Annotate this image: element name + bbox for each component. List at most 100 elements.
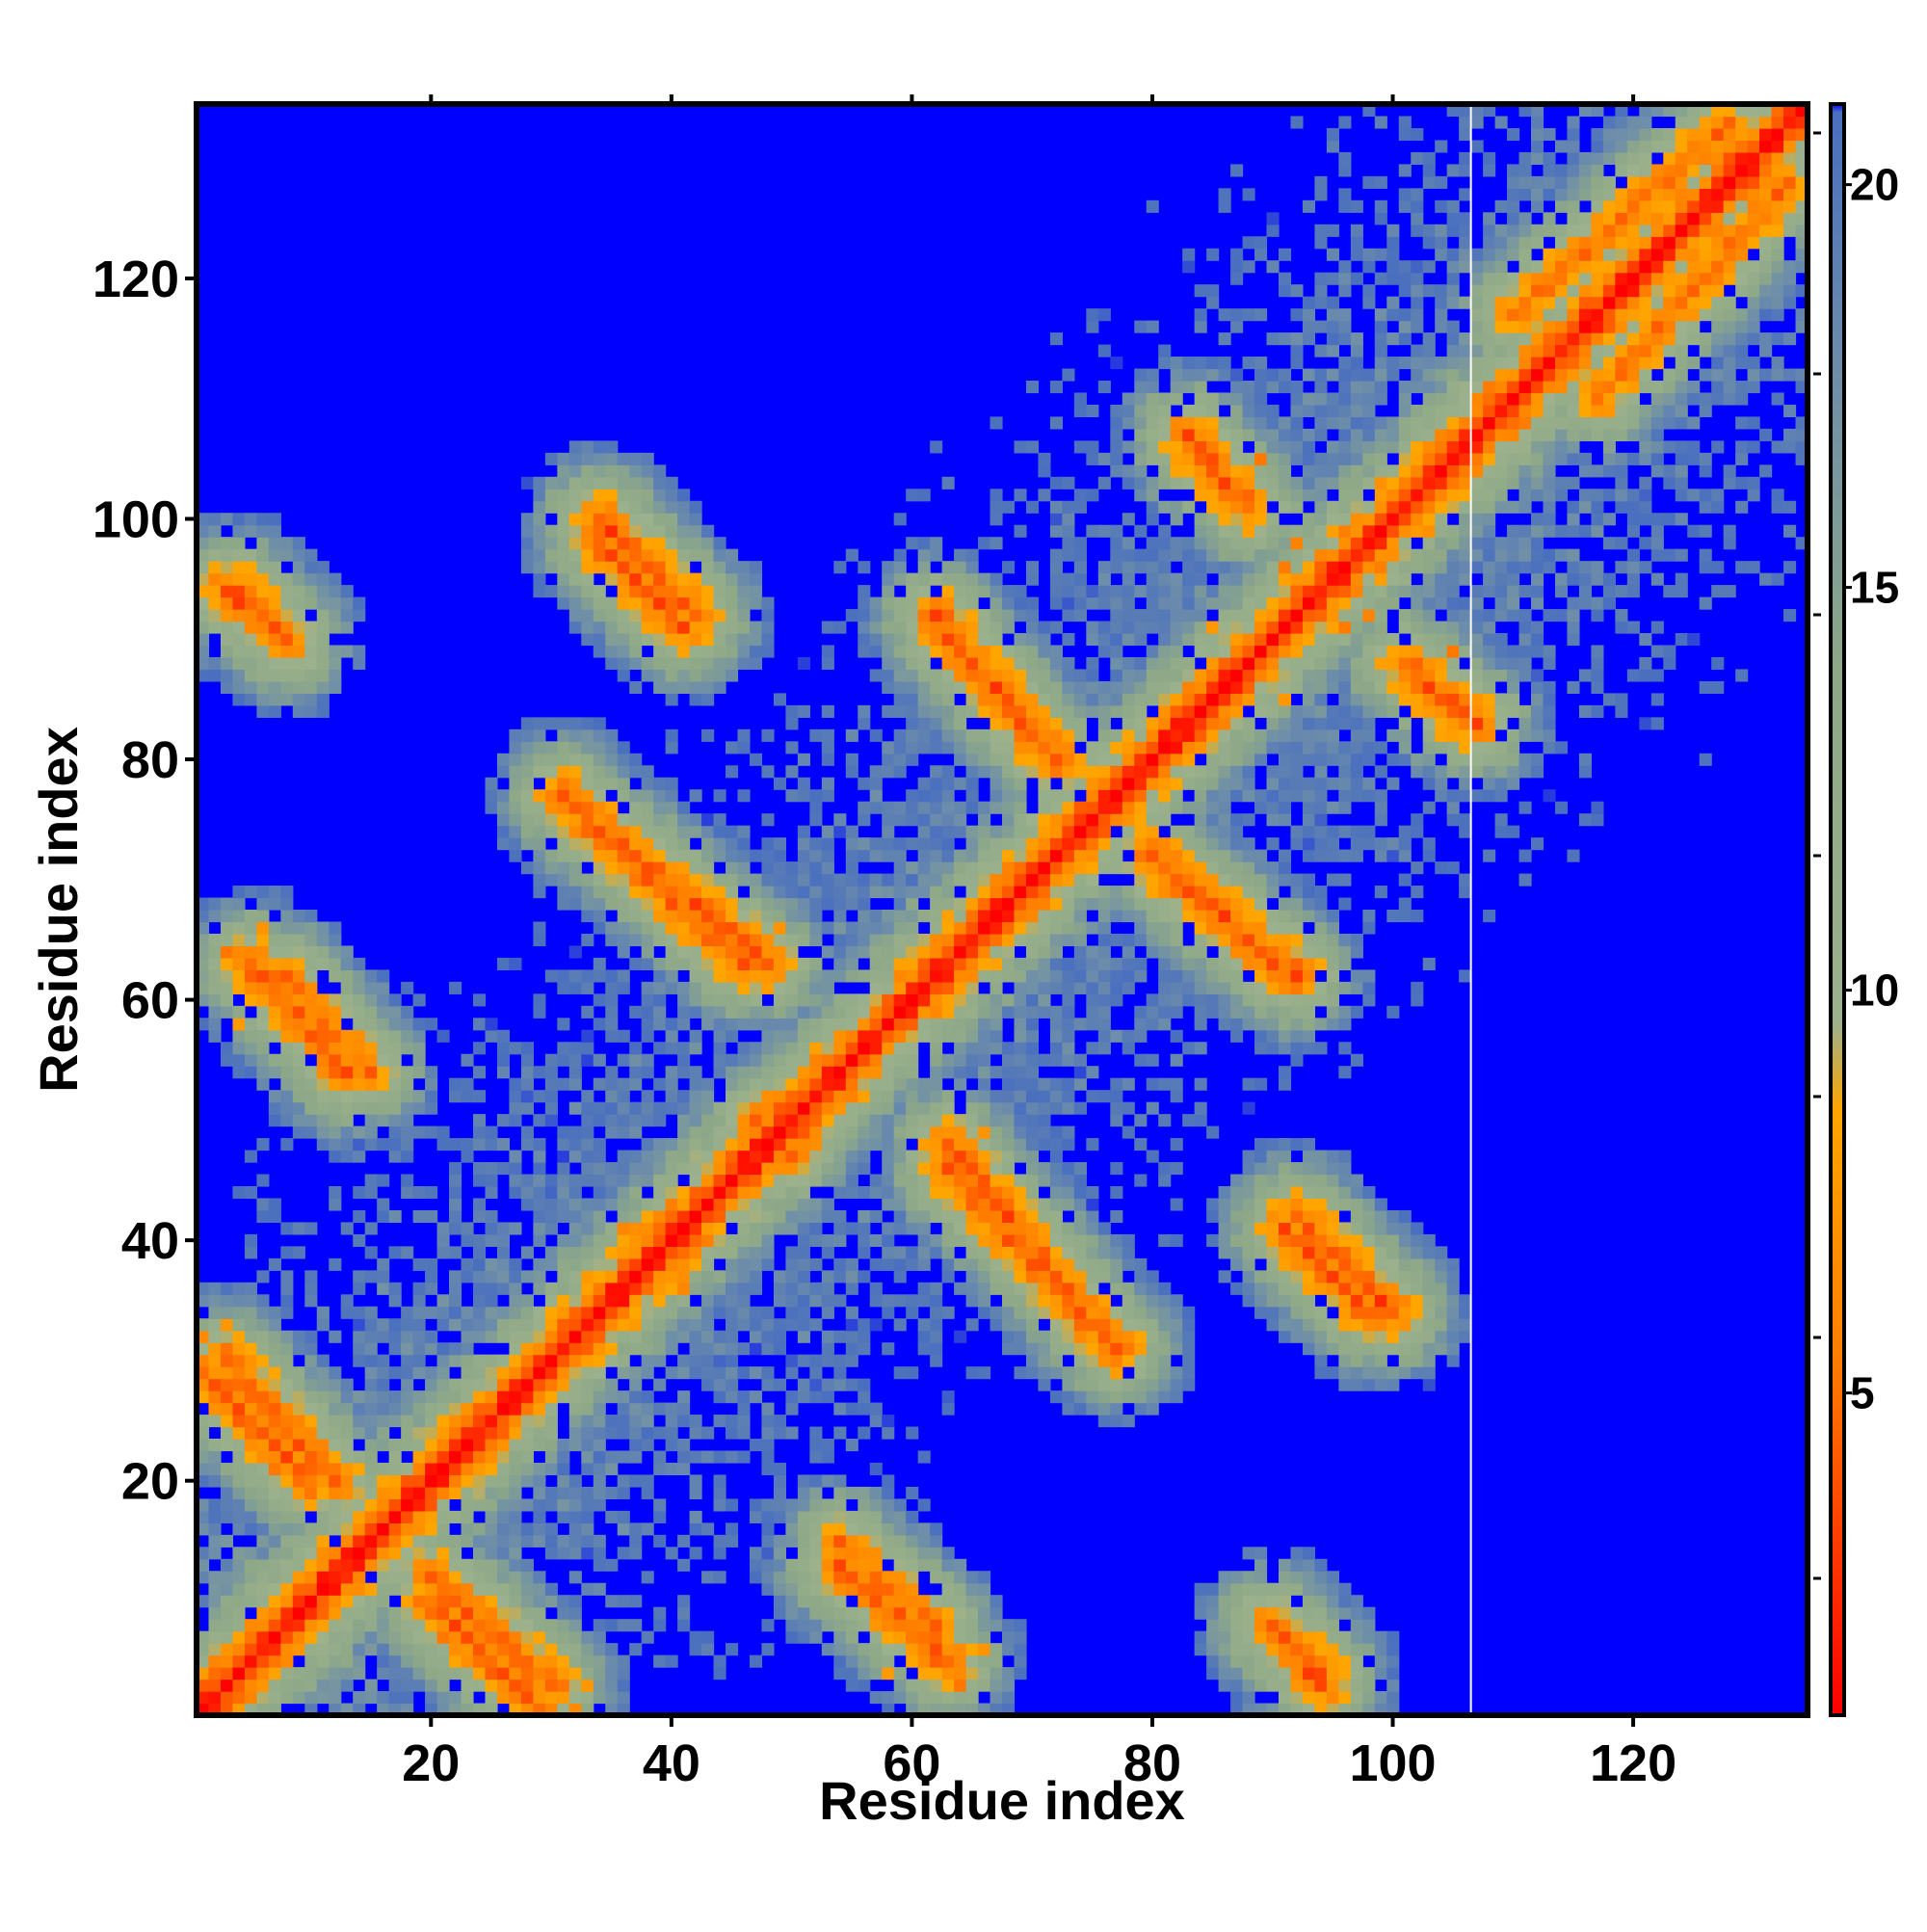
heatmap-cell [1362, 1366, 1376, 1380]
heatmap-cell [677, 993, 691, 1007]
heatmap-cell [256, 1042, 270, 1055]
heatmap-cell [761, 1462, 775, 1476]
heatmap-cell [593, 993, 606, 1007]
heatmap-cell [1411, 1222, 1424, 1235]
heatmap-cell [726, 585, 739, 598]
heatmap-cell [917, 1209, 931, 1224]
heatmap-cell [1278, 1150, 1292, 1163]
heatmap-cell [954, 1114, 967, 1127]
heatmap-cell [544, 801, 558, 814]
heatmap-cell [893, 1619, 907, 1632]
heatmap-cell [557, 1595, 570, 1608]
heatmap-cell [329, 656, 342, 671]
heatmap-cell [917, 910, 931, 923]
heatmap-cell [893, 1005, 907, 1019]
heatmap-cell [388, 1053, 402, 1067]
heatmap-cell [797, 921, 810, 935]
heatmap-cell [749, 1150, 763, 1163]
heatmap-cell [893, 1691, 907, 1705]
heatmap-cell [436, 1354, 450, 1367]
heatmap-cell [1170, 1198, 1183, 1211]
heatmap-cell [593, 1582, 606, 1596]
heatmap-cell [906, 669, 919, 682]
heatmap-cell [906, 1426, 919, 1440]
heatmap-cell [568, 1522, 582, 1536]
heatmap-cell [726, 1029, 739, 1043]
heatmap-cell [882, 1053, 895, 1067]
heatmap-cell [581, 1354, 594, 1367]
heatmap-cell [617, 1318, 630, 1332]
heatmap-cell [268, 572, 281, 586]
heatmap-cell [593, 910, 606, 923]
heatmap-cell [232, 1498, 246, 1512]
heatmap-cell [1435, 1342, 1448, 1356]
heatmap-cell [617, 1402, 630, 1416]
heatmap-cell [677, 981, 691, 994]
heatmap-cell [893, 513, 907, 526]
heatmap-cell [1158, 1282, 1172, 1295]
heatmap-cell [1362, 1198, 1376, 1211]
heatmap-cell [557, 1691, 570, 1705]
heatmap-cell [906, 633, 919, 647]
heatmap-cell [653, 921, 667, 935]
heatmap-cell [496, 753, 511, 766]
heatmap-cell [1446, 1257, 1460, 1271]
heatmap-cell [869, 910, 883, 923]
heatmap-cell [568, 849, 582, 862]
heatmap-cell [197, 921, 210, 935]
heatmap-cell [1122, 1342, 1135, 1356]
heatmap-cell [581, 1101, 594, 1115]
heatmap-cell [893, 910, 907, 923]
heatmap-cell [593, 1558, 606, 1572]
heatmap-cell [689, 1415, 702, 1428]
heatmap-cell [256, 1270, 270, 1284]
heatmap-cell [412, 1294, 426, 1308]
heatmap-cell [244, 1282, 257, 1295]
heatmap-cell [280, 1005, 294, 1019]
heatmap-cell [1134, 1257, 1148, 1271]
heatmap-cell [304, 1486, 318, 1500]
heatmap-cell [244, 1462, 257, 1476]
heatmap-cell [737, 1282, 751, 1295]
heatmap-cell [749, 873, 763, 887]
heatmap-cell [641, 1402, 654, 1416]
heatmap-cell [436, 1498, 450, 1512]
heatmap-cell [509, 1439, 522, 1452]
heatmap-cell [869, 969, 883, 983]
heatmap-cell [1025, 1282, 1040, 1295]
heatmap-cell [244, 1150, 257, 1163]
heatmap-cell [268, 1571, 281, 1584]
heatmap-cell [208, 1582, 222, 1596]
heatmap-cell [701, 1330, 715, 1343]
heatmap-cell [472, 1330, 487, 1343]
heatmap-cell [653, 537, 667, 550]
heatmap-cell [665, 1077, 678, 1091]
heatmap-cell [353, 1150, 366, 1163]
heatmap-cell [1266, 1318, 1280, 1332]
heatmap-cell [377, 1510, 390, 1523]
heatmap-cell [220, 621, 234, 634]
heatmap-cell [280, 1222, 294, 1235]
heatmap-cell [689, 1257, 702, 1271]
heatmap-cell [869, 1233, 883, 1247]
heatmap-cell [436, 1595, 450, 1608]
heatmap-cell [677, 945, 691, 959]
heatmap-cell [544, 813, 558, 827]
heatmap-cell [581, 1257, 594, 1271]
heatmap-cell [713, 1571, 726, 1584]
heatmap-cell [496, 1582, 511, 1596]
heatmap-cell [1097, 1318, 1111, 1332]
heatmap-cell [509, 849, 522, 862]
heatmap-cell [1110, 1354, 1123, 1367]
heatmap-cell [930, 1522, 943, 1536]
heatmap-cell [304, 993, 318, 1007]
heatmap-cell [232, 1415, 246, 1428]
heatmap-cell [641, 1257, 654, 1271]
heatmap-cell [797, 837, 810, 851]
heatmap-cell [858, 1077, 871, 1091]
heatmap-cell [617, 1257, 630, 1271]
heatmap-cell [1290, 1053, 1304, 1067]
heatmap-cell [1110, 1185, 1123, 1200]
heatmap-cell [1002, 1630, 1016, 1644]
heatmap-cell [436, 1450, 450, 1464]
